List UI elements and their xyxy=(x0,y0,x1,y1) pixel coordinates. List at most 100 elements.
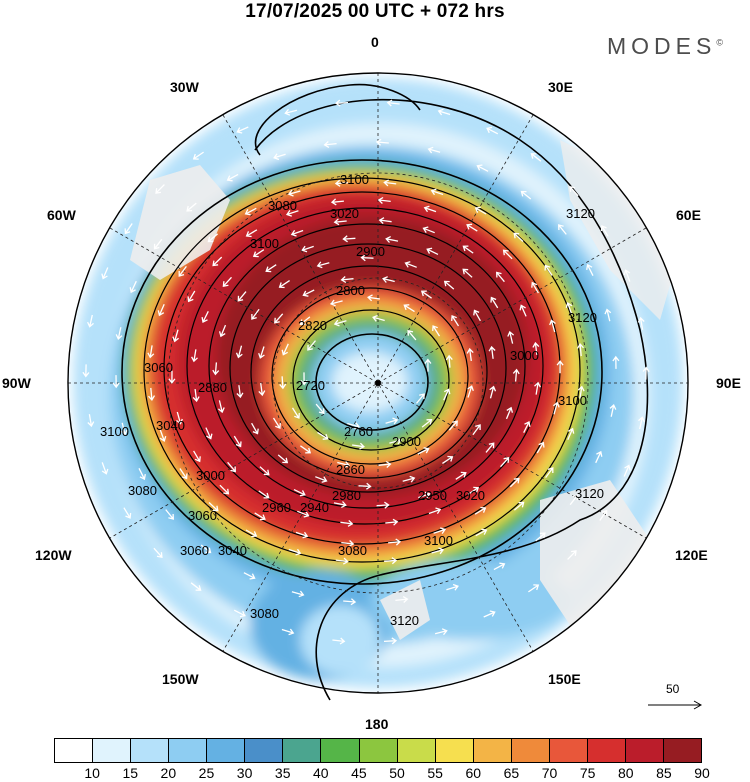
longitude-label-120w: 120W xyxy=(35,547,72,563)
wind-arrow xyxy=(172,329,180,343)
wind-arrow xyxy=(153,238,163,250)
wind-arrow xyxy=(237,291,247,302)
wind-arrow xyxy=(252,249,265,258)
wind-arrow xyxy=(155,184,165,194)
colorbar-tick-label: 30 xyxy=(236,765,253,781)
wind-arrow xyxy=(190,582,202,591)
colorbar-tick-label: 60 xyxy=(465,765,482,781)
colorbar-tick-label: 10 xyxy=(84,765,100,781)
wind-arrow xyxy=(333,319,347,327)
wind-arrow xyxy=(595,450,603,464)
wind-arrow xyxy=(417,447,430,455)
wind-arrow xyxy=(251,308,260,320)
wind-arrow xyxy=(307,340,317,351)
wind-arrow xyxy=(340,519,354,527)
wind-arrow xyxy=(343,598,357,606)
wind-arrow xyxy=(437,108,451,116)
wind-arrow xyxy=(424,358,432,372)
wind-arrow xyxy=(502,249,513,260)
colorbar-cell xyxy=(435,739,474,762)
colorbar-cell xyxy=(283,739,322,762)
wind-arrow xyxy=(159,429,167,443)
wind-arrow xyxy=(297,510,310,518)
wind-arrow xyxy=(530,153,542,162)
wind-arrow xyxy=(407,329,417,341)
reference-vector-arrow xyxy=(648,700,703,710)
wind-arrow xyxy=(192,389,200,403)
wind-arrow xyxy=(352,442,365,450)
wind-arrow xyxy=(176,411,183,425)
wind-arrow xyxy=(300,445,312,454)
contour-label: 3100 xyxy=(100,424,129,439)
wind-arrow xyxy=(544,264,553,276)
wind-arrow xyxy=(285,210,299,217)
colorbar-tick-label: 45 xyxy=(351,765,367,781)
wind-arrow xyxy=(549,319,556,333)
wind-arrow xyxy=(520,190,532,200)
contour-label: 3080 xyxy=(338,543,367,558)
wind-arrow xyxy=(212,362,220,376)
contour-label: 3080 xyxy=(128,483,157,498)
wind-arrow xyxy=(288,548,302,556)
wind-arrow xyxy=(385,236,399,243)
wind-arrow xyxy=(226,173,239,182)
wind-arrow xyxy=(486,126,499,135)
contour-label: 3000 xyxy=(196,468,225,483)
wind-arrow xyxy=(377,196,391,204)
contour-label: 3100 xyxy=(424,533,453,548)
wind-arrow xyxy=(474,206,487,215)
colorbar-tick-label: 35 xyxy=(274,765,291,781)
page-title: 17/07/2025 00 UTC + 072 hrs xyxy=(245,1,505,22)
wind-arrow xyxy=(545,467,554,478)
colorbar-cell xyxy=(169,739,208,762)
wind-arrow xyxy=(402,475,416,483)
longitude-label-150w: 150W xyxy=(162,671,199,687)
map-boundary xyxy=(67,72,689,694)
wind-arrow xyxy=(233,435,242,448)
colorbar-tick-label: 40 xyxy=(313,765,329,781)
longitude-label-60w: 60W xyxy=(47,207,76,223)
wind-arrow xyxy=(395,596,409,603)
wind-arrow xyxy=(415,393,425,404)
wind-arrow xyxy=(281,628,295,636)
wind-arrow xyxy=(222,276,232,288)
wind-arrow xyxy=(101,267,109,280)
wind-arrow xyxy=(576,343,584,357)
wind-arrow xyxy=(528,584,540,593)
wind-arrow xyxy=(586,263,594,276)
wind-vectors xyxy=(82,99,650,645)
wind-arrow xyxy=(277,454,289,464)
wind-arrow xyxy=(192,151,204,160)
wind-arrow xyxy=(552,401,560,415)
wind-arrow xyxy=(623,269,631,282)
wind-arrow xyxy=(245,229,258,238)
contour-label: 2950 xyxy=(418,488,447,503)
wind-arrow xyxy=(138,468,146,481)
wind-arrow xyxy=(488,345,496,359)
wind-arrow xyxy=(153,547,163,559)
wind-arrow xyxy=(423,205,437,213)
wind-arrow xyxy=(218,324,227,338)
wind-arrow xyxy=(244,207,257,216)
wind-arrow xyxy=(475,528,488,537)
wind-arrow xyxy=(376,501,390,509)
wind-arrow xyxy=(274,313,284,324)
wind-arrow xyxy=(293,489,306,497)
wind-arrow xyxy=(358,482,372,490)
wind-arrow xyxy=(227,461,236,473)
wind-arrow xyxy=(235,345,243,359)
wind-arrow xyxy=(333,218,347,226)
colorbar-cell xyxy=(473,739,512,762)
wind-arrow xyxy=(147,345,155,359)
wind-arrow xyxy=(467,486,480,495)
wind-arrow xyxy=(200,544,212,554)
contour-label: 3080 xyxy=(268,198,297,213)
colorbar-cell xyxy=(245,739,284,762)
wind-arrow xyxy=(168,370,176,384)
contour-label: 3120 xyxy=(566,206,595,221)
wind-arrow xyxy=(278,280,290,289)
wind-arrow xyxy=(165,509,174,520)
contour-label: 3120 xyxy=(575,486,604,501)
wind-arrow xyxy=(496,271,505,283)
wind-arrow xyxy=(483,610,496,618)
